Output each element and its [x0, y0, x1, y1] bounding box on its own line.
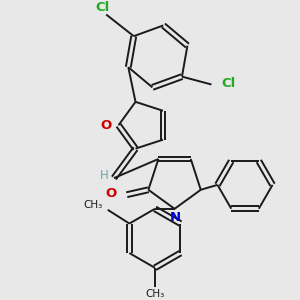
Text: O: O	[106, 187, 117, 200]
Text: N: N	[170, 211, 181, 224]
Text: H: H	[100, 169, 108, 182]
Text: Cl: Cl	[95, 1, 109, 14]
Text: O: O	[100, 119, 112, 132]
Text: Cl: Cl	[221, 77, 236, 90]
Text: CH₃: CH₃	[145, 290, 164, 299]
Text: CH₃: CH₃	[84, 200, 103, 210]
